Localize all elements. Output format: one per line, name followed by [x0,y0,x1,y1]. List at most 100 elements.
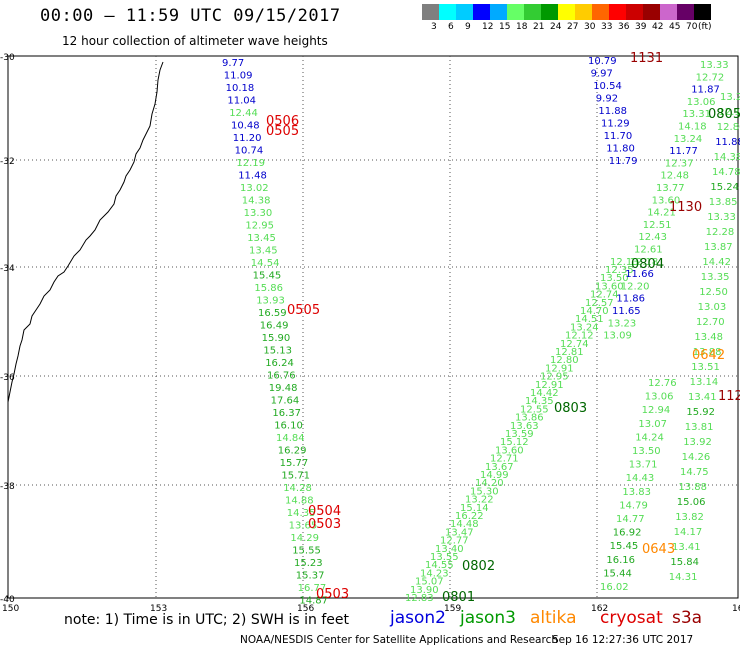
time-label: 0505 [287,303,320,318]
scale-swatch [626,4,643,20]
wave-height-label: 10.18 [226,83,255,94]
time-label: 0803 [554,401,587,416]
wave-height-label: 13.30 [244,208,273,219]
page-title: 00:00 – 11:59 UTC 09/15/2017 [40,6,341,26]
scale-label: 9 [465,22,471,32]
wave-height-label: 13.23 [608,318,637,329]
scale-label: 30 [584,22,596,32]
scale-swatch [439,4,456,20]
wave-height-label: 15.13 [263,346,292,357]
wave-height-label: 13.81 [685,422,714,433]
lon-label: 156 [297,604,314,614]
wave-height-label: 16.22 [455,511,484,522]
wave-height-label: 13.25 [720,92,740,103]
wave-height-label: 13.02 [240,183,269,194]
lat-label: -38 [0,482,15,492]
scale-swatch [558,4,575,20]
time-label: 0503 [316,587,349,602]
scale-swatch [524,4,541,20]
wave-height-label: 16.29 [278,446,307,457]
wave-height-label: 14.43 [626,473,655,484]
lon-label: 165 [732,604,740,614]
time-label: 0503 [308,517,341,532]
scale-label: 45 [669,22,681,32]
wave-height-label: 14.48 [450,519,479,530]
wave-height-label: 11.80 [606,144,635,155]
wave-height-label: 12.61 [634,245,663,256]
wave-height-label: 16.37 [272,408,301,419]
wave-height-label: 12.81 [555,347,584,358]
time-label: 0505 [266,124,299,139]
footer-org: NOAA/NESDIS Center for Satellite Applica… [240,634,558,646]
time-label: 0504 [308,504,341,519]
wave-height-label: 14.88 [285,496,314,507]
wave-height-label: 15.45 [610,541,639,552]
wave-height-label: 16.59 [258,308,287,319]
wave-height-label: 13.07 [638,419,667,430]
wave-height-label: 9.77 [222,58,244,69]
wave-height-label: 15.77 [280,458,309,469]
wave-height-label: 12.35 [605,265,634,276]
wave-height-label: 12.95 [245,221,274,232]
wave-height-label: 13.33 [707,212,736,223]
wave-height-label: 12.48 [660,171,689,182]
wave-height-label: 16.49 [260,321,289,332]
wave-height-label: 13.59 [505,429,534,440]
wave-height-label: 16.02 [600,582,629,593]
wave-height-label: 13.50 [600,273,629,284]
wave-height-label: 12.80 [717,122,740,133]
wave-height-label: 14.84 [276,433,305,444]
time-label: 0642 [692,348,725,363]
wave-height-label: 11.70 [604,131,633,142]
wave-height-label: 14.28 [283,483,312,494]
wave-height-label: 15.90 [262,333,291,344]
wave-height-label: 11.79 [609,156,638,167]
wave-height-label: 12.91 [535,380,564,391]
wave-height-label: 14.24 [635,432,664,443]
wave-height-label: 12.80 [550,355,579,366]
wave-height-label: 15.37 [296,571,325,582]
wave-height-label: 11.77 [669,146,698,157]
coastline [7,61,164,412]
wave-height-label: 12.13 [610,257,639,268]
wave-height-label: 13.33 [700,60,729,71]
time-label: 112 [718,389,740,404]
wave-height-label: 13.40 [435,544,464,555]
wave-height-label: 11.88 [715,137,740,148]
scale-label: 70 [686,22,698,32]
wave-height-label: 14.87 [299,596,328,607]
wave-height-label: 10.74 [235,146,264,157]
wave-height-label: 12.74 [560,339,589,350]
wave-height-label: 14.18 [678,122,707,133]
wave-height-label: 13.67 [485,462,514,473]
wave-height-label: 13.45 [247,233,276,244]
scale-label: 21 [533,22,545,32]
wave-height-label: 11.04 [227,96,256,107]
wave-height-label: 15.23 [294,558,323,569]
wave-height-label: 14.78 [712,167,740,178]
wave-height-label: 14.54 [251,258,280,269]
color-scale [422,4,711,20]
scale-label: 24 [550,22,562,32]
scale-swatch [456,4,473,20]
wave-height-label: 16.77 [298,583,327,594]
wave-height-label: 15.92 [686,407,715,418]
wave-height-label: 12.18 [630,257,659,268]
wave-height-label: 16.24 [265,358,294,369]
wave-height-label: 12.95 [540,372,569,383]
wave-height-label: 13.63 [510,421,539,432]
wave-height-label: 14.38 [714,152,740,163]
time-label: 1130 [669,200,702,215]
wave-height-label: 13.48 [694,332,723,343]
wave-height-label: 15.44 [603,568,632,579]
wave-height-label: 13.82 [675,512,704,523]
wave-height-label: 13.65 [289,521,318,532]
time-label: 0802 [462,559,495,574]
time-label: 0801 [442,590,475,605]
wave-height-label: 13.85 [709,197,738,208]
lon-label: 153 [150,604,167,614]
wave-height-label: 13.88 [693,347,722,358]
scale-swatch [677,4,694,20]
wave-height-label: 13.55 [430,552,459,563]
lat-label: -34 [0,264,15,274]
